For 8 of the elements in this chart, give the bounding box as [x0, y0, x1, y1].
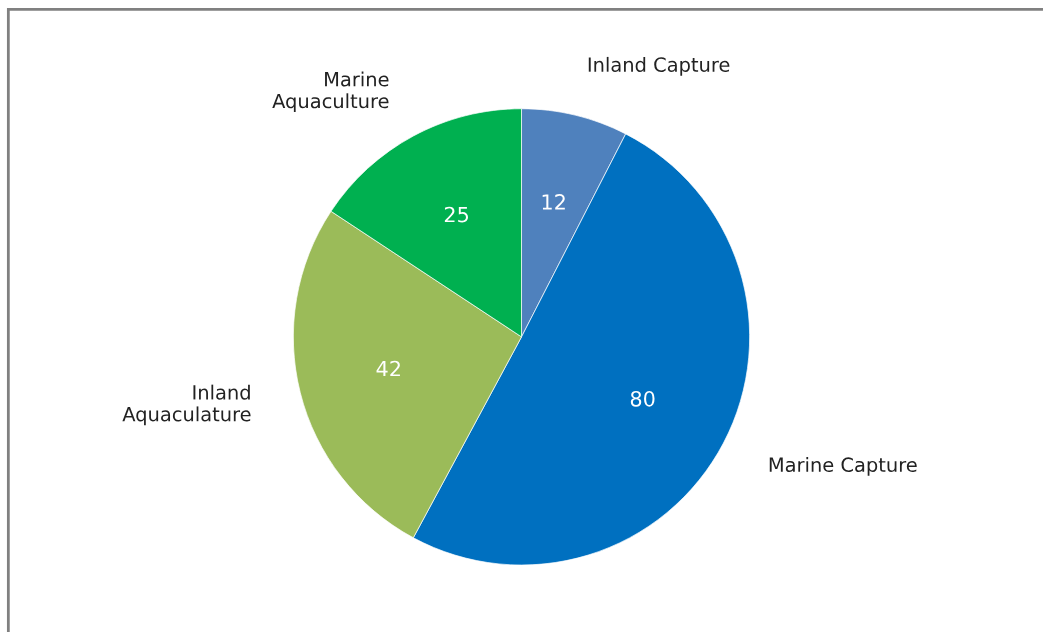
slice-label: Inland Capture	[588, 56, 730, 76]
slice-label: Marine Capture	[769, 457, 917, 476]
data-label: 25	[444, 206, 469, 223]
data-label: 80	[630, 390, 655, 407]
slice-label: Inland Aquaculature	[122, 384, 251, 426]
data-label: 42	[376, 360, 400, 377]
slice-label: Marine Aquaculture	[272, 71, 389, 113]
data-label: 12	[542, 194, 565, 210]
